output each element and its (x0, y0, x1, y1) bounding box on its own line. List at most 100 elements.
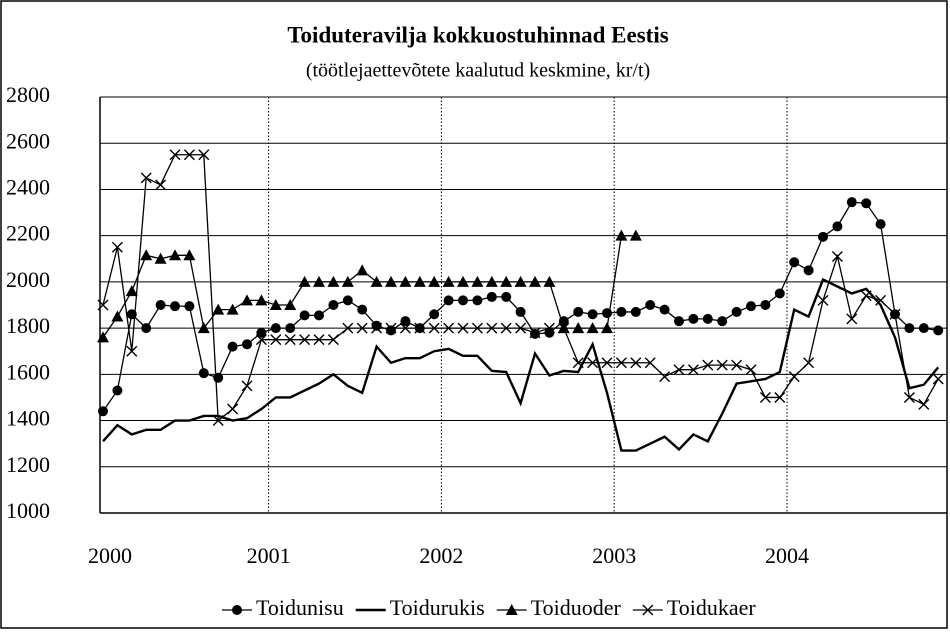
y-tick-label: 2600 (6, 128, 50, 153)
legend-label: Toidurukis (390, 595, 485, 620)
data-point (241, 380, 253, 392)
data-point (702, 313, 713, 324)
data-point (601, 357, 613, 369)
y-tick-label: 2200 (6, 221, 50, 246)
x-tick-label: 2004 (765, 543, 809, 568)
data-point (515, 322, 527, 334)
y-tick-label: 2000 (6, 267, 50, 292)
series-line (102, 277, 940, 452)
data-point (183, 149, 195, 161)
data-point (429, 309, 440, 320)
data-point (270, 334, 282, 346)
data-point (615, 357, 627, 369)
data-point (471, 322, 483, 334)
data-point (97, 331, 109, 343)
data-point (731, 359, 743, 371)
y-tick-label: 2800 (6, 82, 50, 107)
data-point (212, 303, 225, 315)
data-point (831, 250, 843, 262)
data-point (370, 275, 383, 287)
data-point (269, 299, 282, 310)
data-point (170, 301, 180, 312)
data-point (644, 357, 656, 369)
data-point (875, 219, 886, 230)
data-point (558, 322, 570, 334)
data-point (98, 406, 108, 417)
data-point (184, 301, 195, 312)
data-point (141, 323, 152, 334)
legend-marker (232, 605, 242, 615)
data-point (298, 275, 311, 287)
data-point (227, 403, 239, 415)
data-point (197, 322, 210, 334)
data-point (500, 322, 512, 334)
data-point (356, 264, 369, 276)
data-point (803, 265, 814, 276)
data-point (846, 313, 858, 325)
x-tick-label: 2003 (592, 543, 636, 568)
data-point (270, 323, 281, 334)
data-point (746, 301, 756, 312)
legend-label: Toiduoder (531, 595, 622, 620)
data-point (242, 339, 252, 350)
data-point (759, 391, 771, 403)
chart-subtitle: (töötlejaettevõtete kaalutud keskmine, k… (306, 60, 650, 82)
data-point (587, 309, 598, 320)
data-point (399, 322, 411, 334)
data-point (601, 322, 613, 334)
data-point (486, 291, 497, 302)
data-point (861, 198, 872, 209)
data-point (112, 385, 123, 396)
data-point (645, 300, 656, 310)
data-point (789, 257, 800, 268)
data-point (400, 316, 411, 327)
data-point (702, 359, 714, 371)
data-point (299, 310, 310, 321)
y-tick-label: 1600 (6, 359, 50, 384)
data-point (629, 229, 642, 241)
legend-item: Toidunisu (222, 595, 344, 620)
data-point (803, 357, 815, 369)
data-point (314, 310, 324, 321)
data-point (918, 398, 930, 410)
data-point (846, 197, 857, 208)
chart-title: Toiduteravilja kokkuostuhinnad Eestis (287, 22, 668, 47)
data-point (371, 322, 383, 334)
data-point (904, 323, 915, 334)
data-point (817, 294, 829, 306)
data-point (860, 290, 872, 302)
data-point (501, 291, 512, 302)
data-point (212, 415, 224, 427)
data-point (543, 322, 555, 334)
data-point (932, 373, 944, 385)
data-point (572, 322, 585, 334)
data-point (933, 325, 944, 336)
data-point (514, 275, 527, 287)
data-point (716, 359, 728, 371)
data-point (385, 322, 397, 334)
data-point (674, 316, 684, 327)
data-point (616, 306, 627, 317)
data-point (573, 306, 584, 317)
data-point (213, 372, 224, 383)
data-point (327, 275, 340, 287)
data-point (169, 249, 181, 261)
data-point (788, 371, 800, 383)
data-point (356, 322, 368, 334)
legend-item: Toiduoder (496, 595, 622, 620)
data-point (198, 149, 210, 161)
data-point (615, 229, 628, 241)
data-point (745, 364, 757, 376)
data-point (774, 288, 785, 299)
data-point (485, 275, 498, 287)
data-point (687, 364, 699, 376)
data-point (357, 304, 368, 315)
data-point (918, 323, 929, 334)
y-tick-label: 2400 (6, 174, 50, 199)
data-point (386, 325, 396, 336)
data-point (111, 241, 123, 253)
x-tick-label: 2001 (247, 543, 291, 568)
data-point (284, 334, 296, 346)
data-point (486, 322, 498, 334)
